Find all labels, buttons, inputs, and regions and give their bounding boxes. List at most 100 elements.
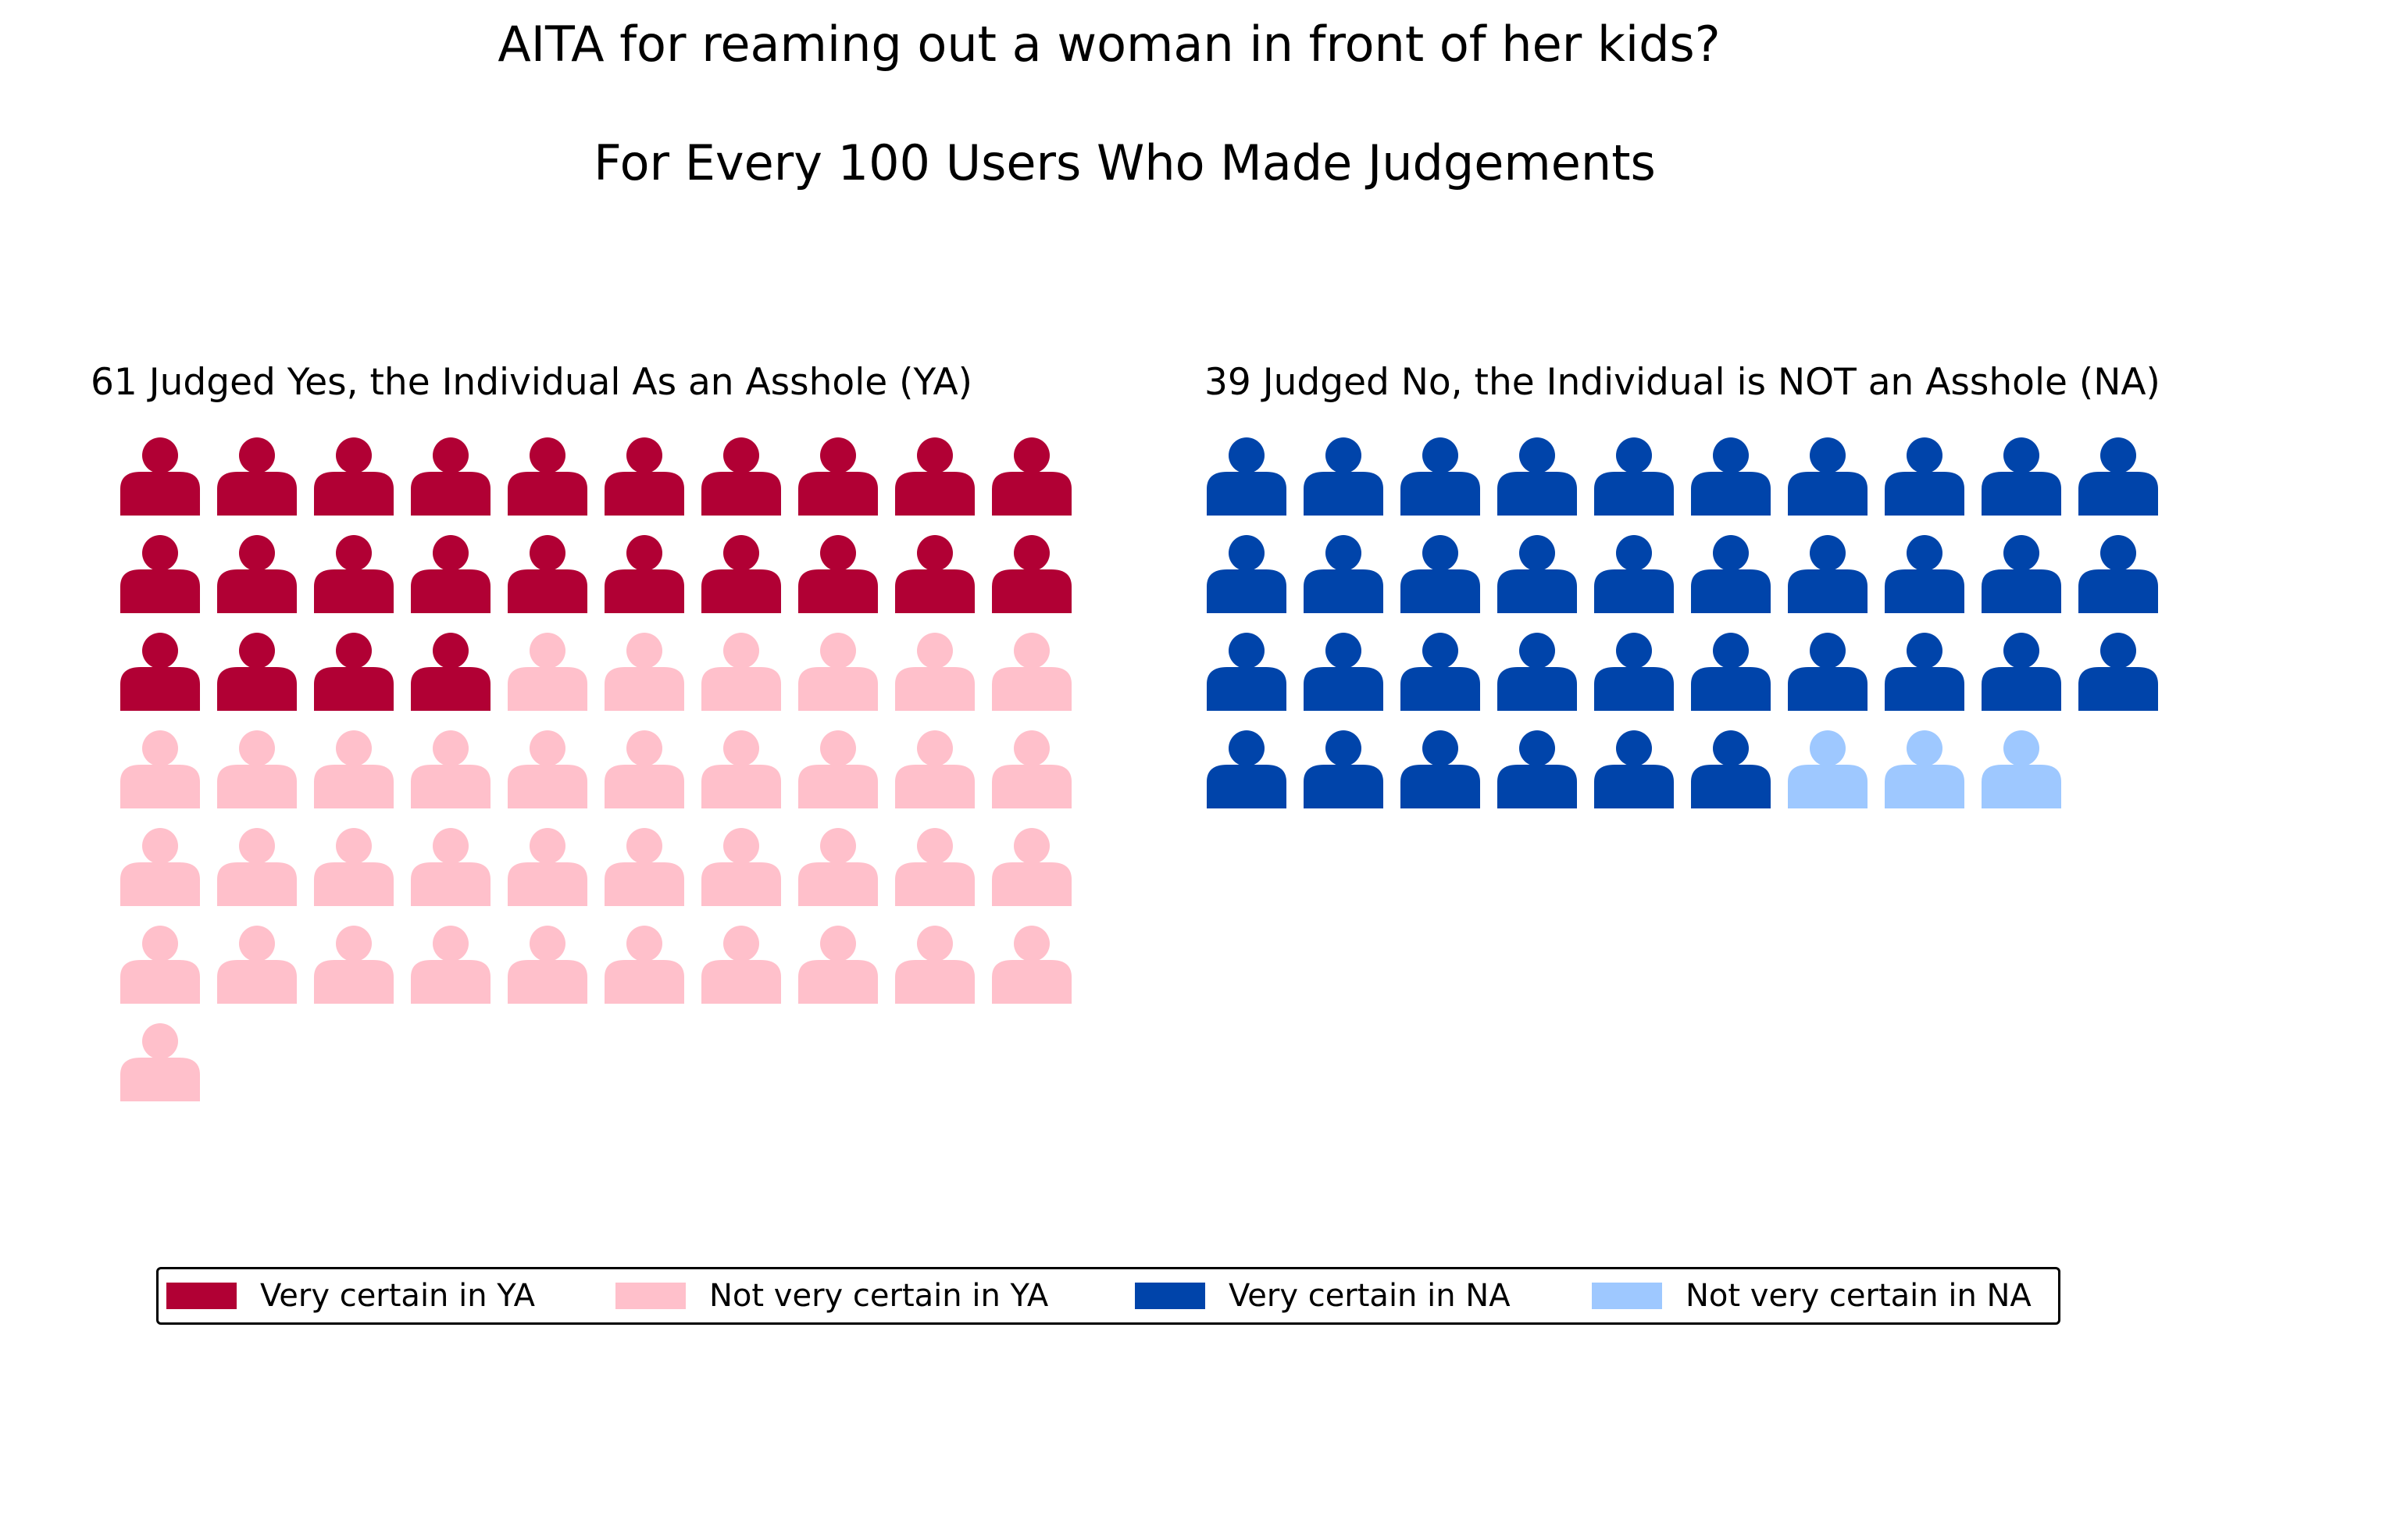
person-icon bbox=[314, 730, 394, 808]
person-icon bbox=[120, 437, 200, 516]
person-icon bbox=[1885, 437, 1964, 516]
legend-swatch bbox=[166, 1283, 237, 1309]
person-icon bbox=[701, 730, 781, 808]
person-icon bbox=[1207, 535, 1286, 613]
person-icon bbox=[1982, 437, 2061, 516]
person-icon bbox=[992, 535, 1072, 613]
person-icon bbox=[411, 828, 491, 906]
person-icon bbox=[1304, 437, 1383, 516]
person-icon bbox=[895, 437, 975, 516]
legend-item-very-certain-ya: Very certain in YA bbox=[166, 1269, 535, 1322]
person-icon bbox=[798, 730, 878, 808]
person-icon bbox=[1497, 437, 1577, 516]
person-icon bbox=[798, 535, 878, 613]
person-icon bbox=[605, 437, 684, 516]
person-icon bbox=[508, 437, 587, 516]
person-icon bbox=[701, 828, 781, 906]
legend-item-not-very-certain-ya: Not very certain in YA bbox=[615, 1269, 1048, 1322]
person-icon bbox=[508, 633, 587, 711]
person-icon bbox=[411, 633, 491, 711]
person-icon bbox=[1207, 730, 1286, 808]
panel-title-ya: 61 Judged Yes, the Individual As an Assh… bbox=[91, 361, 972, 404]
person-icon bbox=[120, 535, 200, 613]
person-icon bbox=[1400, 633, 1480, 711]
person-icon bbox=[1982, 730, 2061, 808]
person-icon bbox=[1982, 633, 2061, 711]
legend-swatch bbox=[615, 1283, 686, 1309]
person-icon bbox=[2078, 633, 2158, 711]
person-icon bbox=[992, 730, 1072, 808]
person-icon bbox=[701, 437, 781, 516]
person-icon bbox=[992, 633, 1072, 711]
person-icon bbox=[1788, 730, 1868, 808]
person-icon bbox=[798, 828, 878, 906]
person-icon bbox=[895, 926, 975, 1004]
person-icon bbox=[895, 633, 975, 711]
person-icon bbox=[217, 437, 297, 516]
legend: Very certain in YA Not very certain in Y… bbox=[156, 1267, 2060, 1325]
person-icon bbox=[411, 730, 491, 808]
person-icon bbox=[411, 437, 491, 516]
person-icon bbox=[895, 730, 975, 808]
person-icon bbox=[508, 535, 587, 613]
person-icon bbox=[992, 437, 1072, 516]
person-icon bbox=[1788, 437, 1868, 516]
person-icon bbox=[1304, 730, 1383, 808]
person-icon bbox=[992, 828, 1072, 906]
legend-item-not-very-certain-na: Not very certain in NA bbox=[1592, 1269, 2032, 1322]
person-icon bbox=[1885, 535, 1964, 613]
person-icon bbox=[798, 926, 878, 1004]
person-icon bbox=[1207, 437, 1286, 516]
person-icon bbox=[411, 926, 491, 1004]
person-icon bbox=[1788, 633, 1868, 711]
legend-item-very-certain-na: Very certain in NA bbox=[1135, 1269, 1511, 1322]
person-icon bbox=[1691, 730, 1771, 808]
person-icon bbox=[1691, 437, 1771, 516]
person-icon bbox=[701, 926, 781, 1004]
person-icon bbox=[1594, 730, 1674, 808]
person-icon bbox=[1304, 535, 1383, 613]
person-icon bbox=[217, 730, 297, 808]
person-icon bbox=[895, 828, 975, 906]
person-icon bbox=[1207, 633, 1286, 711]
person-icon bbox=[314, 828, 394, 906]
person-icon bbox=[314, 437, 394, 516]
person-icon bbox=[1304, 633, 1383, 711]
person-icon bbox=[217, 535, 297, 613]
person-icon bbox=[508, 828, 587, 906]
person-icon bbox=[605, 730, 684, 808]
person-icon bbox=[1691, 633, 1771, 711]
legend-label: Not very certain in YA bbox=[709, 1278, 1049, 1314]
person-icon bbox=[314, 633, 394, 711]
person-icon bbox=[120, 1023, 200, 1101]
person-icon bbox=[701, 633, 781, 711]
person-icon bbox=[1497, 730, 1577, 808]
person-icon bbox=[508, 926, 587, 1004]
person-icon bbox=[1400, 437, 1480, 516]
person-icon bbox=[605, 535, 684, 613]
person-icon bbox=[895, 535, 975, 613]
person-icon bbox=[217, 633, 297, 711]
person-icon bbox=[411, 535, 491, 613]
person-icon bbox=[701, 535, 781, 613]
person-icon bbox=[1691, 535, 1771, 613]
chart-title: AITA for reaming out a woman in front of… bbox=[498, 16, 1721, 73]
legend-swatch bbox=[1592, 1283, 1662, 1309]
person-icon bbox=[1982, 535, 2061, 613]
person-icon bbox=[314, 926, 394, 1004]
person-icon bbox=[798, 633, 878, 711]
chart-subtitle: For Every 100 Users Who Made Judgements bbox=[594, 134, 1656, 191]
person-icon bbox=[120, 828, 200, 906]
person-icon bbox=[1497, 535, 1577, 613]
person-icon bbox=[314, 535, 394, 613]
panel-title-na: 39 Judged No, the Individual is NOT an A… bbox=[1204, 361, 2160, 404]
legend-swatch bbox=[1135, 1283, 1205, 1309]
person-icon bbox=[2078, 437, 2158, 516]
person-icon bbox=[1400, 730, 1480, 808]
person-icon bbox=[1400, 535, 1480, 613]
person-icon bbox=[1497, 633, 1577, 711]
person-icon bbox=[605, 633, 684, 711]
person-icon bbox=[1594, 437, 1674, 516]
legend-label: Very certain in YA bbox=[260, 1278, 535, 1314]
